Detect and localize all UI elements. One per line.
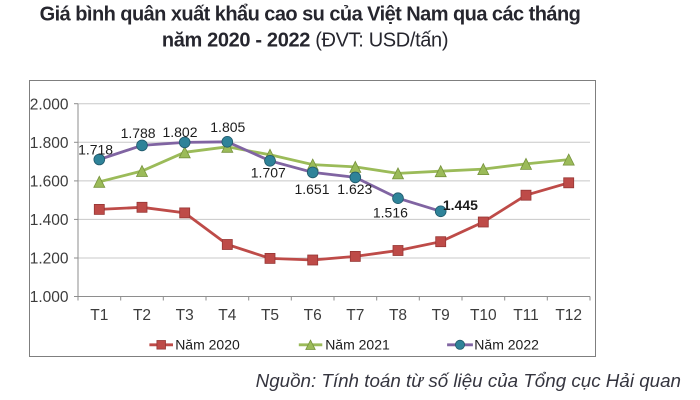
svg-text:Năm 2021: Năm 2021 — [325, 337, 390, 353]
svg-text:1.200: 1.200 — [30, 251, 69, 268]
svg-text:T11: T11 — [513, 307, 539, 324]
svg-text:T8: T8 — [389, 307, 407, 324]
svg-text:1.788: 1.788 — [121, 125, 156, 141]
svg-text:T6: T6 — [304, 307, 322, 324]
svg-text:2.000: 2.000 — [30, 96, 69, 113]
svg-text:1.805: 1.805 — [210, 119, 245, 135]
svg-text:1.000: 1.000 — [30, 289, 69, 306]
svg-text:1.600: 1.600 — [30, 174, 69, 191]
svg-text:T3: T3 — [176, 307, 194, 324]
svg-text:1.718: 1.718 — [78, 141, 113, 157]
svg-text:T10: T10 — [470, 307, 497, 324]
svg-text:1.800: 1.800 — [30, 135, 69, 152]
svg-text:T9: T9 — [432, 307, 450, 324]
svg-text:T2: T2 — [133, 307, 151, 324]
svg-text:Giá bình quân xuất khẩu cao su: Giá bình quân xuất khẩu cao su của Việt … — [40, 4, 581, 26]
svg-text:1.400: 1.400 — [30, 212, 69, 229]
svg-text:T4: T4 — [218, 307, 236, 324]
svg-text:1.516: 1.516 — [373, 205, 408, 221]
svg-text:1.707: 1.707 — [251, 165, 286, 181]
svg-text:T5: T5 — [261, 307, 279, 324]
svg-text:1.651: 1.651 — [294, 181, 329, 197]
svg-text:T7: T7 — [346, 307, 364, 324]
svg-text:T1: T1 — [90, 307, 108, 324]
svg-text:T12: T12 — [555, 307, 582, 324]
svg-text:Năm 2020: Năm 2020 — [175, 337, 240, 353]
svg-text:1.445: 1.445 — [443, 197, 478, 213]
svg-text:Năm 2022: Năm 2022 — [474, 337, 539, 353]
svg-text:1.802: 1.802 — [162, 124, 197, 140]
svg-text:năm 2020 - 2022 (ĐVT: USD/tấn): năm 2020 - 2022 (ĐVT: USD/tấn) — [162, 30, 448, 52]
svg-text:Nguồn: Tính toán từ số liệu củ: Nguồn: Tính toán từ số liệu của Tổng cục… — [256, 370, 681, 391]
svg-text:1.623: 1.623 — [337, 181, 372, 197]
